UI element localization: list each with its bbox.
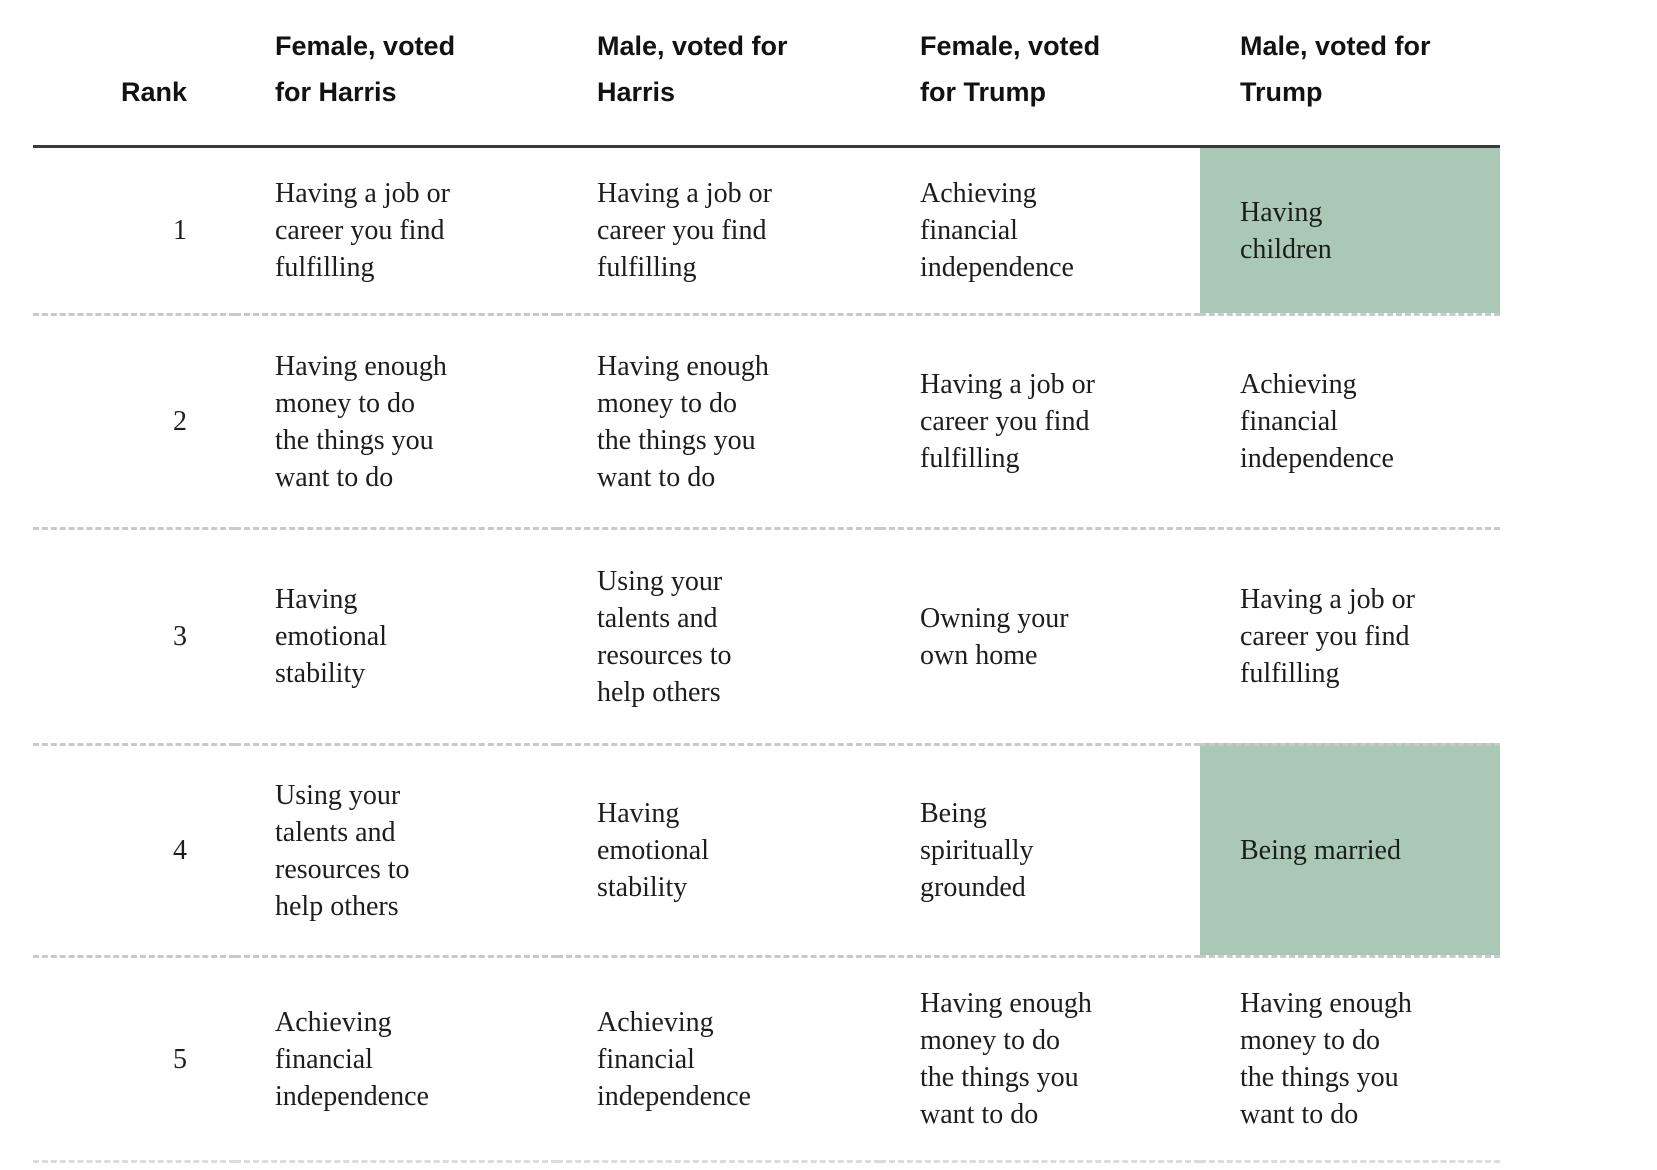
cell-female-harris: Having enough money to do the things you… <box>235 313 557 527</box>
cell-female-trump: Achieving financial independence <box>920 178 1074 283</box>
cell-male-trump: Having enough money to do the things you… <box>1200 955 1500 1163</box>
cell-female-trump: Owning your own home <box>880 527 1200 743</box>
rank-cell: 3 <box>33 527 235 743</box>
rank-cell: 5 <box>33 955 235 1163</box>
rank-cell: 1 <box>173 215 187 246</box>
column-header-female-harris: Female, voted for Harris <box>275 31 456 107</box>
rankings-table: Rank Female, voted for Harris Male, vote… <box>33 0 1500 1163</box>
table-row-5: 5 Achieving financial independence Achie… <box>33 955 1500 1163</box>
cell-female-harris: Having emotional stability <box>235 527 557 743</box>
cell-female-harris: Using your talents and resources to help… <box>235 743 557 955</box>
cell-male-harris: Having emotional stability <box>557 743 880 955</box>
cell-male-harris: Using your talents and resources to help… <box>557 527 880 743</box>
cell-female-trump: Being spiritually grounded <box>880 743 1200 955</box>
table-row-2: 2 Having enough money to do the things y… <box>33 313 1500 527</box>
cell-male-harris: Having enough money to do the things you… <box>557 313 880 527</box>
table-row-1: 1 Having a job or career you find fulfil… <box>33 148 1500 313</box>
rank-cell: 4 <box>33 743 235 955</box>
cell-male-harris: Having a job or career you find fulfilli… <box>597 178 772 283</box>
cell-male-harris: Achieving financial independence <box>557 955 880 1163</box>
table-header-row: Rank Female, voted for Harris Male, vote… <box>33 0 1500 148</box>
cell-female-trump: Having a job or career you find fulfilli… <box>880 313 1200 527</box>
cell-female-harris: Having a job or career you find fulfilli… <box>275 178 450 283</box>
column-header-male-harris: Male, voted for Harris <box>597 31 788 107</box>
table-row-3: 3 Having emotional stability Using your … <box>33 527 1500 743</box>
cell-male-trump: Achieving financial independence <box>1200 313 1500 527</box>
cell-male-trump: Having a job or career you find fulfilli… <box>1200 527 1500 743</box>
rank-cell: 2 <box>33 313 235 527</box>
column-header-female-trump: Female, voted for Trump <box>920 31 1101 107</box>
column-header-male-trump: Male, voted for Trump <box>1240 31 1431 107</box>
table-row-4: 4 Using your talents and resources to he… <box>33 743 1500 955</box>
cell-female-trump: Having enough money to do the things you… <box>880 955 1200 1163</box>
cell-male-trump-highlighted: Having children <box>1200 148 1500 313</box>
cell-male-trump-highlighted: Being married <box>1200 743 1500 955</box>
column-header-rank: Rank <box>120 77 187 107</box>
cell-female-harris: Achieving financial independence <box>235 955 557 1163</box>
